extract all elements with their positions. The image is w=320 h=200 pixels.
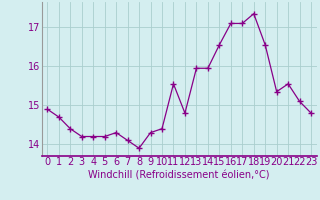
X-axis label: Windchill (Refroidissement éolien,°C): Windchill (Refroidissement éolien,°C) bbox=[88, 170, 270, 180]
